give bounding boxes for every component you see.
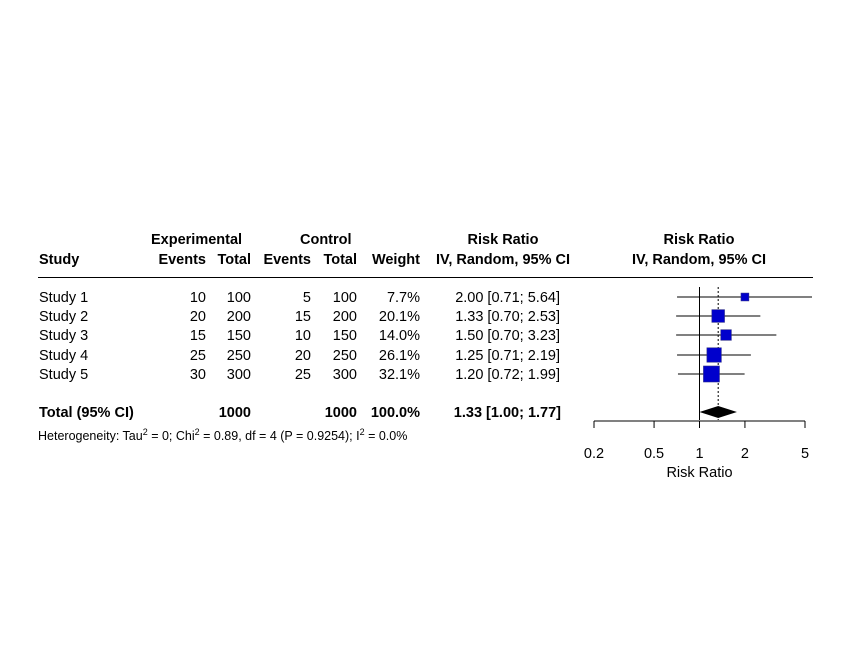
weight: 32.1% [378,367,420,383]
exp-total: 100 [226,290,251,306]
study-square [720,329,732,341]
exp-events: 30 [189,367,206,383]
ctrl-events: 15 [294,309,311,325]
ctrl-total: 200 [332,309,357,325]
ctrl-events: 5 [302,290,311,306]
header-control: Control [300,232,352,248]
risk-ratio-ci: 1.20 [0.72; 1.99] [455,367,560,383]
pooled-diamond [699,406,737,418]
risk-ratio-ci: 1.33 [0.70; 2.53] [455,309,560,325]
risk-ratio-ci: 2.00 [0.71; 5.64] [455,290,560,306]
risk-ratio-ci: 1.25 [0.71; 2.19] [455,348,560,364]
x-tick-label: 1 [695,446,703,462]
exp-total: 300 [226,367,251,383]
header-risk-ratio-table: Risk Ratio [467,232,539,248]
het-i-sup: 2 [359,427,365,437]
header-exp-events: Events [158,252,206,268]
ctrl-total: 250 [332,348,357,364]
het-mid1: = 0; Chi [147,429,195,443]
x-tick-label: 0.2 [584,446,604,462]
x-tick-label: 5 [801,446,809,462]
x-axis-label: Risk Ratio [666,465,732,481]
study-square [703,365,720,383]
header-rule [38,277,813,278]
risk-ratio-ci: 1.50 [0.70; 3.23] [455,328,560,344]
study-name: Study 1 [39,290,89,306]
header-weight: Weight [371,252,420,268]
ctrl-events: 20 [294,348,311,364]
exp-total: 150 [226,328,251,344]
header-risk-ratio-plot: Risk Ratio [663,232,735,248]
weight: 7.7% [386,290,420,306]
total-ctrl-total: 1000 [324,405,357,421]
study-name: Study 4 [39,348,89,364]
header-method-table: IV, Random, 95% CI [435,252,571,268]
header-ctrl-total: Total [323,252,357,268]
total-exp-total: 1000 [218,405,251,421]
study-name: Study 3 [39,328,89,344]
het-tau-sup: 2 [142,427,148,437]
header-method-plot: IV, Random, 95% CI [631,252,767,268]
exp-total: 200 [226,309,251,325]
total-weight: 100.0% [370,405,420,421]
exp-events: 20 [189,309,206,325]
header-study: Study [39,252,80,268]
study-square [711,309,725,323]
het-mid2: = 0.89, df = 4 (P = 0.9254); I [199,429,360,443]
ctrl-events: 25 [294,367,311,383]
het-chi-sup: 2 [194,427,200,437]
header-exp-total: Total [217,252,251,268]
exp-events: 25 [189,348,206,364]
het-suffix: = 0.0% [364,429,408,443]
weight: 20.1% [378,309,420,325]
exp-total: 250 [226,348,251,364]
study-name: Study 2 [39,309,89,325]
total-risk-ratio-ci: 1.33 [1.00; 1.77] [453,405,561,421]
weight: 26.1% [378,348,420,364]
study-square [740,292,750,302]
heterogeneity-text: Heterogeneity: Tau2 = 0; Chi2 = 0.89, df… [38,428,407,443]
ctrl-events: 10 [294,328,311,344]
exp-events: 15 [189,328,206,344]
study-square [706,347,722,363]
x-tick-label: 2 [741,446,749,462]
header-ctrl-events: Events [263,252,311,268]
weight: 14.0% [378,328,420,344]
het-prefix: Heterogeneity: Tau [38,429,143,443]
total-label: Total (95% CI) [39,405,134,421]
ctrl-total: 100 [332,290,357,306]
exp-events: 10 [189,290,206,306]
study-name: Study 5 [39,367,89,383]
header-experimental: Experimental [151,232,243,248]
ctrl-total: 150 [332,328,357,344]
ctrl-total: 300 [332,367,357,383]
x-tick-label: 0.5 [644,446,664,462]
